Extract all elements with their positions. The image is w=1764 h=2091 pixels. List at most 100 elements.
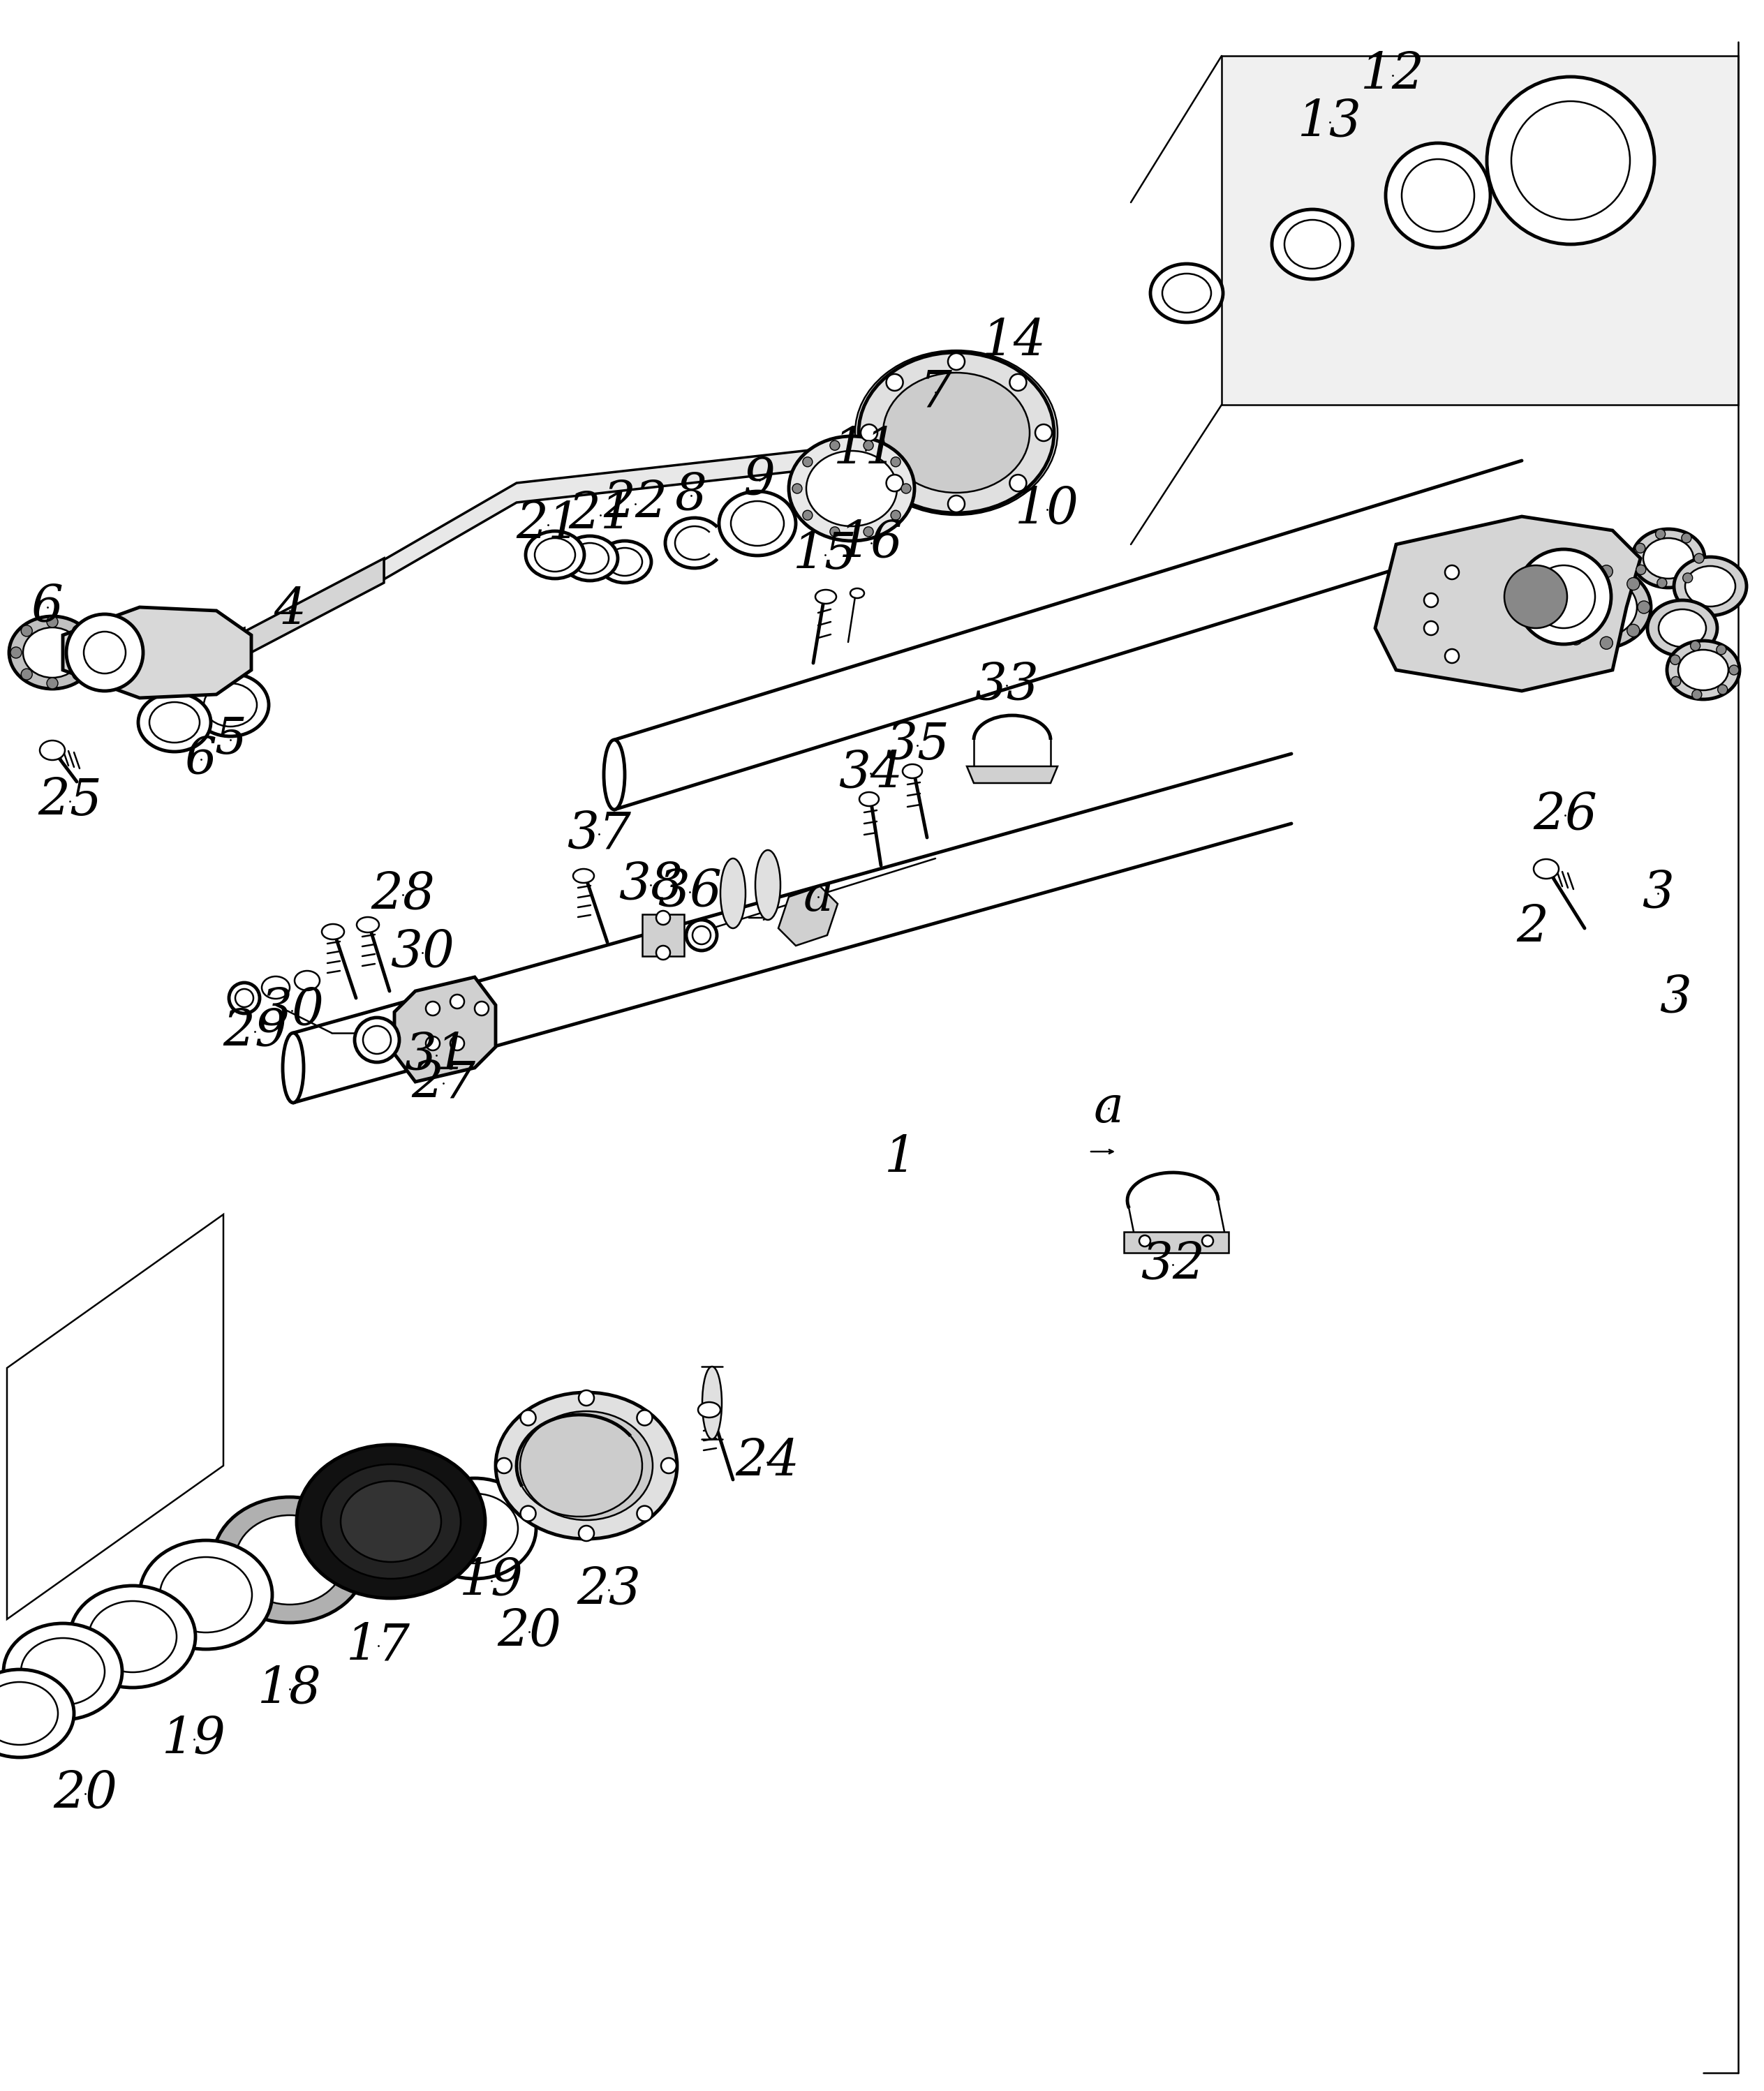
Ellipse shape xyxy=(884,372,1030,493)
Text: 36: 36 xyxy=(658,868,721,916)
Ellipse shape xyxy=(71,1585,196,1687)
Polygon shape xyxy=(778,887,838,945)
Circle shape xyxy=(11,646,21,659)
Text: 8: 8 xyxy=(676,470,707,521)
Ellipse shape xyxy=(9,617,95,688)
Ellipse shape xyxy=(850,588,864,598)
Circle shape xyxy=(1445,648,1459,663)
Polygon shape xyxy=(245,558,385,657)
Ellipse shape xyxy=(720,491,796,556)
Circle shape xyxy=(67,615,143,690)
Text: 18: 18 xyxy=(258,1664,321,1715)
Text: 24: 24 xyxy=(736,1437,799,1487)
Text: a: a xyxy=(1094,1083,1124,1133)
Ellipse shape xyxy=(699,1403,720,1418)
Text: 19: 19 xyxy=(459,1556,524,1606)
Text: 10: 10 xyxy=(1014,485,1080,533)
Circle shape xyxy=(803,510,813,521)
Ellipse shape xyxy=(607,548,642,575)
Circle shape xyxy=(1201,1236,1214,1246)
Ellipse shape xyxy=(603,740,624,809)
Ellipse shape xyxy=(1658,608,1706,646)
Circle shape xyxy=(1600,636,1612,648)
Text: 30: 30 xyxy=(390,928,455,976)
Circle shape xyxy=(425,1002,439,1016)
Text: a: a xyxy=(803,872,833,922)
Circle shape xyxy=(1533,565,1595,627)
Ellipse shape xyxy=(139,1541,272,1650)
Ellipse shape xyxy=(1674,556,1746,615)
Ellipse shape xyxy=(520,1411,653,1520)
Circle shape xyxy=(579,1526,594,1541)
Circle shape xyxy=(829,527,840,537)
Circle shape xyxy=(1626,625,1639,638)
Text: 16: 16 xyxy=(840,519,903,567)
Text: 12: 12 xyxy=(1360,50,1425,100)
Ellipse shape xyxy=(1512,100,1630,220)
Ellipse shape xyxy=(413,1478,536,1579)
Text: 34: 34 xyxy=(838,749,903,799)
Text: 20: 20 xyxy=(53,1769,116,1819)
Ellipse shape xyxy=(192,673,268,736)
Text: 37: 37 xyxy=(566,809,632,859)
Circle shape xyxy=(891,510,901,521)
Ellipse shape xyxy=(213,1497,367,1623)
Circle shape xyxy=(637,1506,653,1520)
Text: 11: 11 xyxy=(833,427,898,475)
Circle shape xyxy=(1517,550,1611,644)
Text: 3: 3 xyxy=(1642,868,1674,918)
Circle shape xyxy=(520,1506,536,1520)
Text: 26: 26 xyxy=(1533,790,1596,841)
Ellipse shape xyxy=(496,1393,677,1539)
Circle shape xyxy=(891,458,901,466)
Circle shape xyxy=(1549,588,1563,600)
Ellipse shape xyxy=(1678,650,1729,690)
Polygon shape xyxy=(967,765,1058,782)
Text: 31: 31 xyxy=(404,1031,469,1079)
Circle shape xyxy=(1656,577,1667,588)
Ellipse shape xyxy=(815,590,836,604)
Text: 32: 32 xyxy=(1141,1240,1205,1290)
Polygon shape xyxy=(642,914,684,956)
Ellipse shape xyxy=(598,542,651,583)
Ellipse shape xyxy=(1533,859,1559,878)
Text: 22: 22 xyxy=(603,479,667,529)
Circle shape xyxy=(83,631,125,673)
Ellipse shape xyxy=(432,1493,519,1564)
Ellipse shape xyxy=(1272,209,1353,280)
Text: 33: 33 xyxy=(974,661,1039,711)
Ellipse shape xyxy=(1648,600,1716,657)
Circle shape xyxy=(693,926,711,945)
Ellipse shape xyxy=(150,703,199,742)
Text: 3: 3 xyxy=(1660,974,1692,1022)
Circle shape xyxy=(861,424,877,441)
Circle shape xyxy=(886,374,903,391)
Polygon shape xyxy=(64,606,250,698)
Circle shape xyxy=(450,995,464,1008)
Ellipse shape xyxy=(1667,640,1739,698)
Text: 20: 20 xyxy=(497,1608,561,1656)
Text: 35: 35 xyxy=(886,721,949,769)
Text: 7: 7 xyxy=(919,368,951,416)
Ellipse shape xyxy=(205,684,258,726)
Circle shape xyxy=(235,989,254,1008)
Circle shape xyxy=(363,1027,392,1054)
Ellipse shape xyxy=(1685,567,1736,606)
Text: 4: 4 xyxy=(273,585,305,636)
Text: 27: 27 xyxy=(411,1058,475,1108)
Text: 5: 5 xyxy=(213,715,247,765)
Circle shape xyxy=(637,1409,653,1426)
Circle shape xyxy=(48,677,58,688)
Circle shape xyxy=(656,912,670,924)
Ellipse shape xyxy=(321,924,344,939)
Text: 15: 15 xyxy=(794,531,857,579)
Ellipse shape xyxy=(859,353,1055,512)
Text: 14: 14 xyxy=(983,318,1046,366)
Circle shape xyxy=(1600,565,1612,577)
Circle shape xyxy=(520,1409,536,1426)
Text: 6: 6 xyxy=(185,734,217,784)
Ellipse shape xyxy=(235,1516,344,1604)
Text: 13: 13 xyxy=(1298,98,1362,146)
Ellipse shape xyxy=(755,851,780,920)
Circle shape xyxy=(21,669,32,680)
